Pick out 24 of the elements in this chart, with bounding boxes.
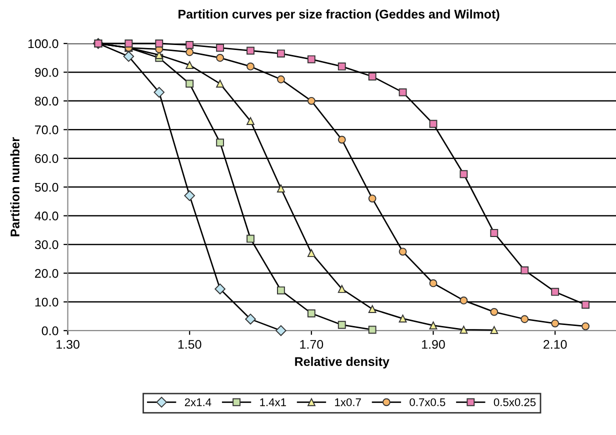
y-axis-title: Partition number xyxy=(10,137,20,236)
y-tick-label: 100.0 xyxy=(28,39,58,48)
legend-label: 2x1.4 xyxy=(184,398,212,406)
x-tick-label: 1.90 xyxy=(422,340,445,349)
y-tick-label: 30.0 xyxy=(34,240,58,250)
legend-label: 1.4x1 xyxy=(260,398,286,406)
y-tick-label: 70.0 xyxy=(35,125,58,134)
x-tick-label: 1.50 xyxy=(178,340,202,349)
y-tick-label: 60.0 xyxy=(35,154,58,163)
y-tick-label: 20.0 xyxy=(35,268,58,278)
legend-label: 0.5x0.25 xyxy=(494,398,536,406)
x-axis-title: Relative density xyxy=(295,356,390,368)
y-tick-label: 50.0 xyxy=(34,182,58,192)
y-tick-label: 0.0 xyxy=(42,326,58,336)
y-tick-label: 90.0 xyxy=(34,68,58,77)
y-tick-label: 80.0 xyxy=(34,96,58,106)
y-tick-label: 40.0 xyxy=(34,212,58,220)
legend-label: 0.7x0.5 xyxy=(410,398,446,406)
legend-label: 1x0.7 xyxy=(335,398,361,406)
y-tick-label: 10.0 xyxy=(35,298,58,307)
x-tick-label: 1.70 xyxy=(300,340,324,349)
x-tick-label: 1.30 xyxy=(56,340,80,349)
chart-title: Partition curves per size fraction (Geddes and Wilmot) xyxy=(178,9,500,22)
x-tick-label: 2.10 xyxy=(544,340,567,349)
